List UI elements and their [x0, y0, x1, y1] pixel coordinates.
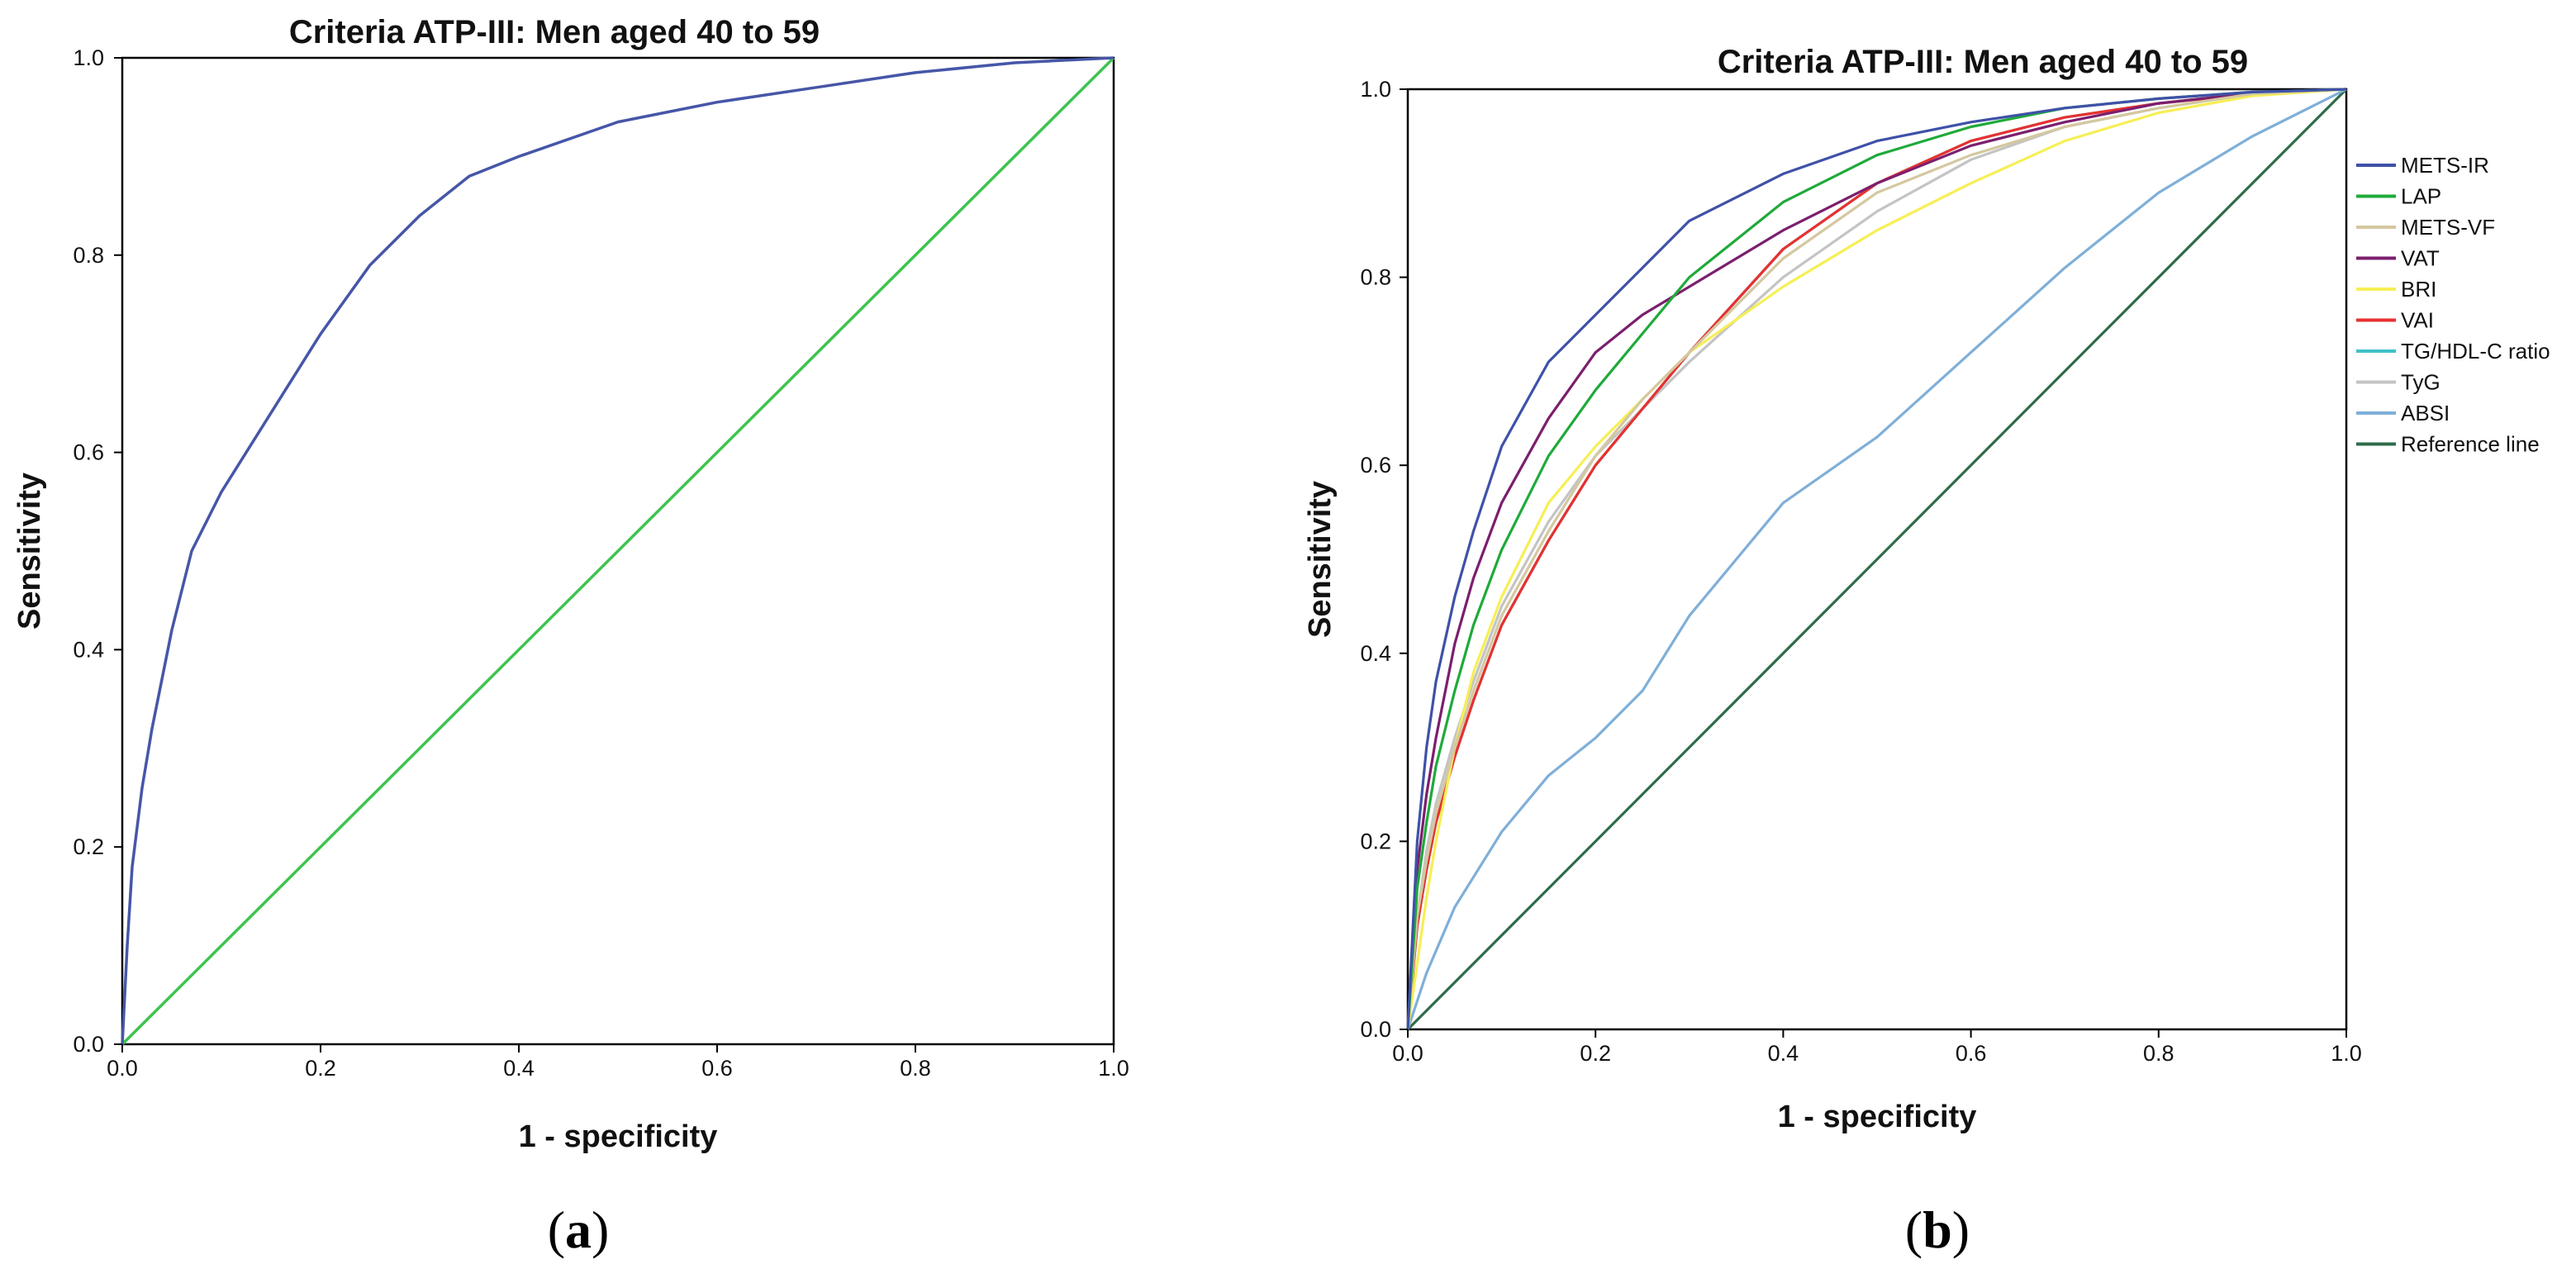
y-tick-label: 0.4 [73, 637, 104, 662]
y-tick-label: 0.6 [1360, 453, 1391, 478]
series-line-reference-line [1406, 88, 2348, 1031]
legend-label-mets-ir: METS-IR [2401, 153, 2489, 178]
panel-a: Criteria ATP-III: Men aged 40 to 59 0.0 0… [12, 14, 1129, 1259]
series-line-vai [1406, 88, 2347, 1030]
x-tick-label: 0.8 [2143, 1041, 2174, 1066]
y-tick-label: 0.2 [73, 834, 104, 859]
panel-letter-a: a [565, 1200, 592, 1259]
y-tick-label: 0.0 [73, 1032, 104, 1057]
legend-label-lap: LAP [2401, 184, 2441, 209]
y-tick-label: 1.0 [1360, 77, 1391, 102]
legend-label-reference-line: Reference line [2401, 432, 2540, 457]
plot-frame-a [121, 56, 1115, 1046]
chart-title-b: Criteria ATP-III: Men aged 40 to 59 [1718, 44, 2248, 80]
series-line-mets-vf [1406, 88, 2347, 1030]
y-tick-label: 0.4 [1360, 641, 1391, 666]
legend-label-mets-vf: METS-VF [2401, 215, 2495, 240]
y-tick-label: 0.8 [73, 243, 104, 268]
legend-label-absi: ABSI [2401, 401, 2450, 425]
x-axis-ticks-a: 0.0 0.2 0.4 0.6 0.8 1.0 [107, 1044, 1129, 1081]
x-tick-label: 0.0 [107, 1056, 138, 1081]
series-line-roc-curve [121, 56, 1115, 1045]
x-tick-label: 0.6 [701, 1056, 733, 1081]
series-line-bri [1406, 88, 2347, 1030]
y-tick-label: 1.0 [73, 45, 104, 70]
y-axis-label-b: Sensitivity [1303, 481, 1338, 638]
panel-letter-b: b [1922, 1200, 1952, 1259]
y-axis-ticks-a: 0.0 0.2 0.4 0.6 0.8 1.0 [73, 45, 122, 1057]
x-tick-label: 1.0 [1098, 1056, 1129, 1081]
legend-label-tg-hdl-c-ratio: TG/HDL-C ratio [2401, 339, 2550, 364]
legend-label-tyg: TyG [2401, 370, 2441, 395]
series-line-vat [1406, 88, 2347, 1030]
legend-label-vat: VAT [2401, 246, 2440, 271]
y-tick-label: 0.2 [1360, 829, 1391, 853]
x-tick-label: 1.0 [2331, 1041, 2362, 1066]
x-tick-label: 0.2 [1580, 1041, 1611, 1066]
legend-b: METS-IR LAP METS-VF VAT BRI VAI TG/HDL-C ratio… [2356, 153, 2550, 457]
panel-label-b: (b) [1905, 1200, 1970, 1259]
y-tick-label: 0.8 [1360, 265, 1391, 290]
y-tick-label: 0.6 [73, 440, 104, 465]
series-line-reference-line [121, 56, 1115, 1046]
series-line-absi [1406, 88, 2347, 1030]
panel-b: Criteria ATP-III: Men aged 40 to 59 0.0 0… [1303, 44, 2550, 1259]
x-tick-label: 0.2 [305, 1056, 336, 1081]
chart-title-a: Criteria ATP-III: Men aged 40 to 59 [289, 14, 820, 50]
legend-label-vai: VAI [2401, 308, 2434, 333]
plot-frame-b [1406, 88, 2348, 1031]
y-tick-label: 0.0 [1360, 1017, 1391, 1042]
panel-label-a: (a) [548, 1200, 610, 1259]
x-tick-label: 0.8 [900, 1056, 931, 1081]
x-tick-label: 0.4 [503, 1056, 535, 1081]
plot-area-b [1406, 88, 2348, 1031]
y-axis-ticks-b: 0.0 0.2 0.4 0.6 0.8 1.0 [1360, 77, 1408, 1042]
x-axis-ticks-b: 0.0 0.2 0.4 0.6 0.8 1.0 [1392, 1029, 2362, 1066]
x-tick-label: 0.4 [1768, 1041, 1799, 1066]
x-axis-label-b: 1 - specificity [1778, 1100, 1977, 1134]
legend-label-bri: BRI [2401, 277, 2436, 302]
y-axis-label-a: Sensitivity [12, 473, 47, 630]
x-tick-label: 0.0 [1392, 1041, 1423, 1066]
plot-area-a [121, 56, 1115, 1046]
x-axis-label-a: 1 - specificity [519, 1119, 718, 1154]
series-line-mets-ir [1406, 88, 2347, 1030]
x-tick-label: 0.6 [1956, 1041, 1987, 1066]
